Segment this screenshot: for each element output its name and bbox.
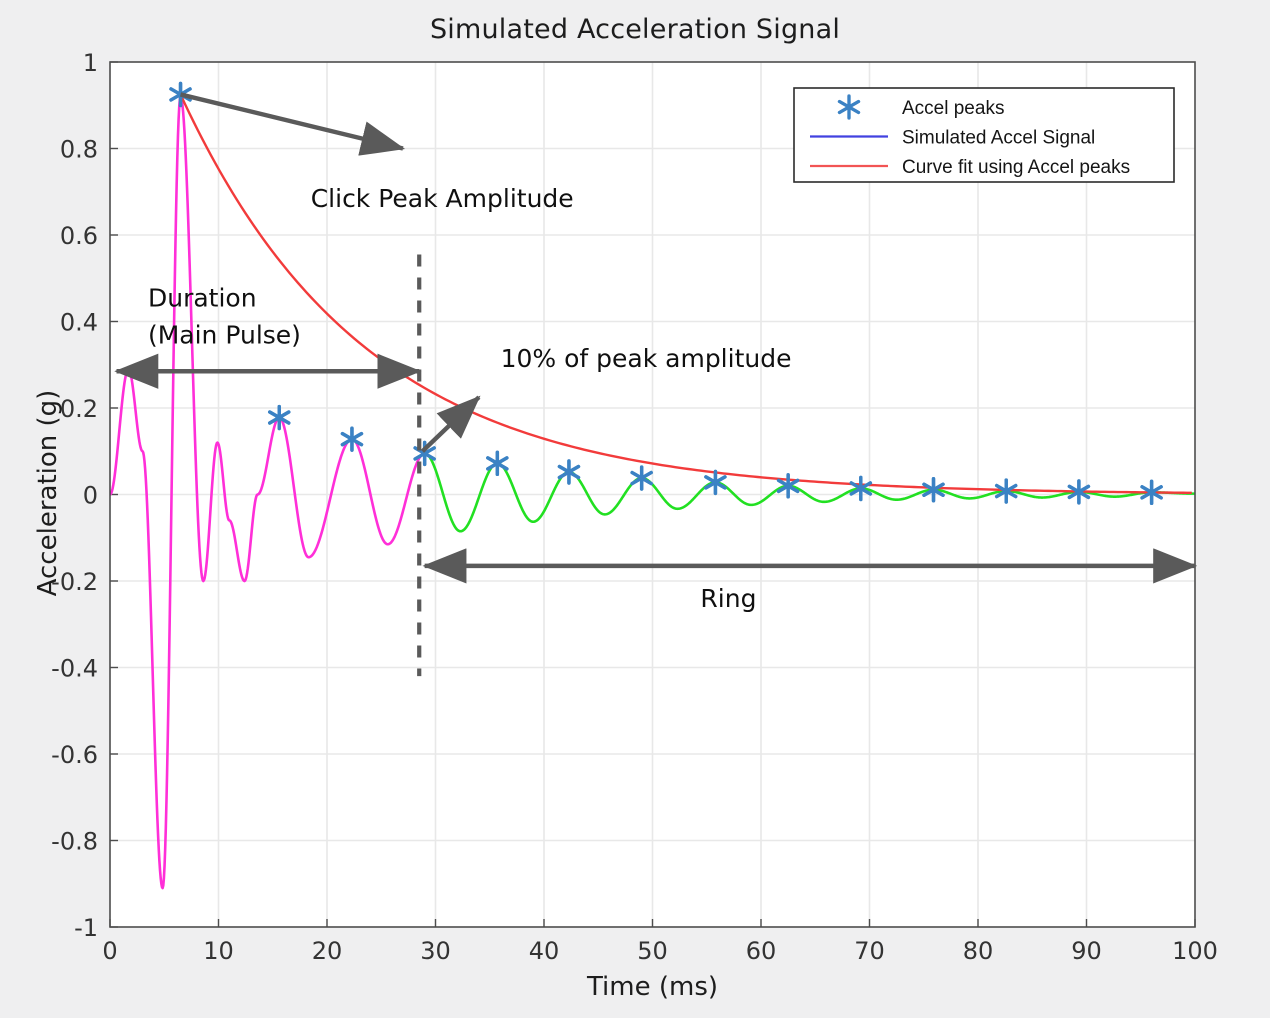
page-title: Simulated Acceleration Signal <box>429 14 841 45</box>
annotations-layer: Click Peak Amplitude Duration (Main Pulse)… <box>114 92 1198 677</box>
peak-marker[interactable] <box>413 440 436 467</box>
ring-label: Ring <box>700 584 756 613</box>
y-tick-label: 0 <box>83 482 98 510</box>
peak-marker[interactable] <box>1067 479 1091 505</box>
x-tick-label: 100 <box>1172 937 1218 965</box>
click-peak-amplitude-arrow <box>180 92 406 156</box>
peak-marker[interactable] <box>849 475 873 502</box>
y-tick-label: -0.2 <box>51 568 98 596</box>
legend-item-label: Simulated Accel Signal <box>902 128 1095 149</box>
x-tick-label: 30 <box>420 937 451 965</box>
x-tick-label: 0 <box>102 937 117 965</box>
legend-item-label: Accel peaks <box>902 98 1004 119</box>
x-tick-label: 40 <box>529 937 560 965</box>
y-tick-label: 0.8 <box>60 136 98 164</box>
x-tick-label: 20 <box>312 937 343 965</box>
series-curve-fit <box>179 93 1192 495</box>
legend-item-label: Curve fit using Accel peaks <box>902 157 1130 178</box>
peak-marker[interactable] <box>486 450 509 477</box>
peak-marker[interactable] <box>704 469 727 496</box>
plot-border <box>109 61 1196 928</box>
click-peak-amplitude-label: Click Peak Amplitude <box>311 184 574 213</box>
y-tick-label: 0.6 <box>60 222 98 250</box>
x-tick-label: 80 <box>963 937 994 965</box>
ten-percent-of-peak-label: 10% of peak amplitude <box>501 344 792 373</box>
series-ring <box>424 452 1195 533</box>
duration-main-pulse-label: Duration <box>148 283 257 312</box>
axis-ticks: 0 10 20 30 40 50 60 70 80 90 100 1 0.8 0.6 0.4 0.2 0 -0.2… <box>51 49 1218 965</box>
peak-marker[interactable] <box>557 459 581 485</box>
ten-percent-of-peak-arrow <box>420 395 481 453</box>
series-main-pulse <box>110 95 426 890</box>
peak-marker[interactable] <box>340 426 364 452</box>
x-tick-label: 90 <box>1071 937 1102 965</box>
duration-main-pulse-label: (Main Pulse) <box>148 320 301 349</box>
y-tick-label: 0.2 <box>60 395 98 423</box>
x-tick-label: 70 <box>854 937 885 965</box>
peak-markers[interactable] <box>169 81 1163 506</box>
peak-marker[interactable] <box>776 473 800 499</box>
peak-marker[interactable] <box>268 404 291 431</box>
y-tick-label: -0.6 <box>51 741 98 769</box>
x-tick-label: 50 <box>637 937 668 965</box>
y-tick-label: 0.4 <box>60 309 98 337</box>
peak-marker[interactable] <box>922 477 945 503</box>
x-axis-label: Time (ms) <box>586 972 719 1002</box>
x-tick-label: 10 <box>203 937 234 965</box>
legend[interactable]: Accel peaks Simulated Accel Signal Curve f… <box>793 87 1175 183</box>
peak-marker[interactable] <box>994 478 1018 504</box>
x-tick-label: 60 <box>746 937 777 965</box>
peak-marker[interactable] <box>630 465 653 491</box>
y-tick-label: -0.4 <box>51 655 98 683</box>
y-tick-label: -0.8 <box>51 828 98 856</box>
y-tick-label: -1 <box>74 914 98 942</box>
peak-marker[interactable] <box>1140 479 1163 506</box>
y-tick-label: 1 <box>83 49 98 77</box>
